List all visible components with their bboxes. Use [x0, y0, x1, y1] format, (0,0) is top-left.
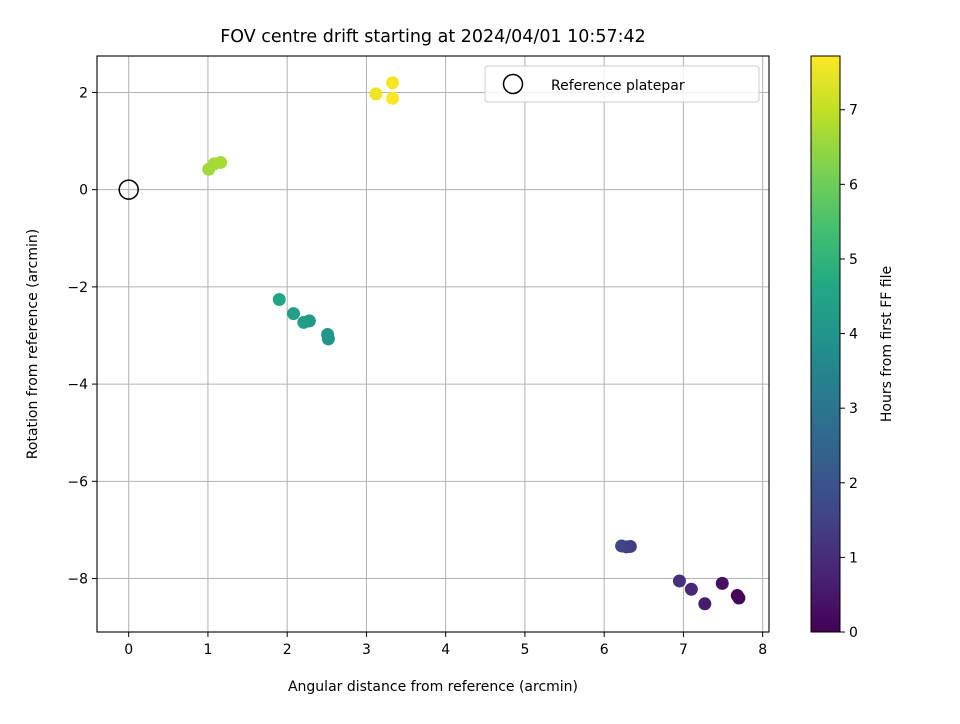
y-tick-label: −6 — [67, 474, 88, 490]
x-tick-label: 8 — [758, 642, 767, 658]
colorbar-tick-label: 1 — [849, 550, 858, 566]
x-tick-label: 4 — [441, 642, 450, 658]
data-point — [386, 76, 400, 90]
legend-reference-marker — [502, 73, 524, 95]
x-axis-ticks: 0 1 2 3 4 5 6 7 8 — [124, 632, 767, 658]
data-point — [615, 539, 629, 553]
data-point — [698, 597, 712, 611]
data-point — [287, 307, 301, 321]
colorbar-gradient — [811, 56, 840, 632]
data-point — [732, 591, 746, 605]
y-tick-label: 2 — [79, 85, 88, 101]
data-point — [297, 315, 311, 329]
colorbar-tick-label: 5 — [849, 252, 858, 268]
x-tick-label: 3 — [362, 642, 371, 658]
colorbar-frame — [810, 55, 841, 633]
x-tick-label: 1 — [203, 642, 212, 658]
colorbar-tick-label: 4 — [849, 327, 858, 343]
colorbar-tick-label: 7 — [849, 103, 858, 119]
grid-lines — [97, 56, 769, 632]
colorbar-ticks: 0 1 2 3 4 5 6 7 — [840, 103, 858, 641]
colorbar-label: Hours from first FF file — [879, 266, 895, 422]
chart-title: FOV centre drift starting at 2024/04/01 … — [220, 27, 646, 47]
data-points — [202, 76, 746, 611]
x-axis-label: Angular distance from reference (arcmin) — [288, 679, 578, 695]
data-point — [321, 328, 335, 342]
y-axis-ticks: 2 0 −2 −4 −6 −8 — [67, 85, 97, 588]
x-tick-label: 5 — [520, 642, 529, 658]
legend: Reference platepar — [484, 65, 760, 103]
x-tick-label: 7 — [679, 642, 688, 658]
data-point — [684, 582, 698, 596]
y-tick-label: −2 — [67, 280, 88, 296]
legend-label: Reference platepar — [551, 78, 685, 94]
y-tick-label: −8 — [67, 572, 88, 588]
data-point — [672, 574, 686, 588]
legend-box — [484, 65, 760, 103]
x-tick-label: 6 — [600, 642, 609, 658]
y-tick-label: 0 — [79, 183, 88, 199]
colorbar-tick-label: 6 — [849, 177, 858, 193]
plot-area-frame — [96, 55, 770, 633]
colorbar-tick-label: 2 — [849, 476, 858, 492]
y-axis-label: Rotation from reference (arcmin) — [25, 229, 41, 459]
reference-marker-group — [118, 179, 139, 200]
data-point — [272, 293, 286, 307]
x-tick-label: 2 — [283, 642, 292, 658]
x-tick-label: 0 — [124, 642, 133, 658]
colorbar-tick-label: 0 — [849, 625, 858, 641]
data-point — [369, 87, 383, 101]
y-tick-label: −4 — [67, 377, 88, 393]
data-point — [715, 576, 729, 590]
data-point — [386, 91, 400, 105]
reference-platepar-marker — [118, 179, 139, 200]
data-point — [214, 155, 228, 169]
colorbar-tick-label: 3 — [849, 401, 858, 417]
